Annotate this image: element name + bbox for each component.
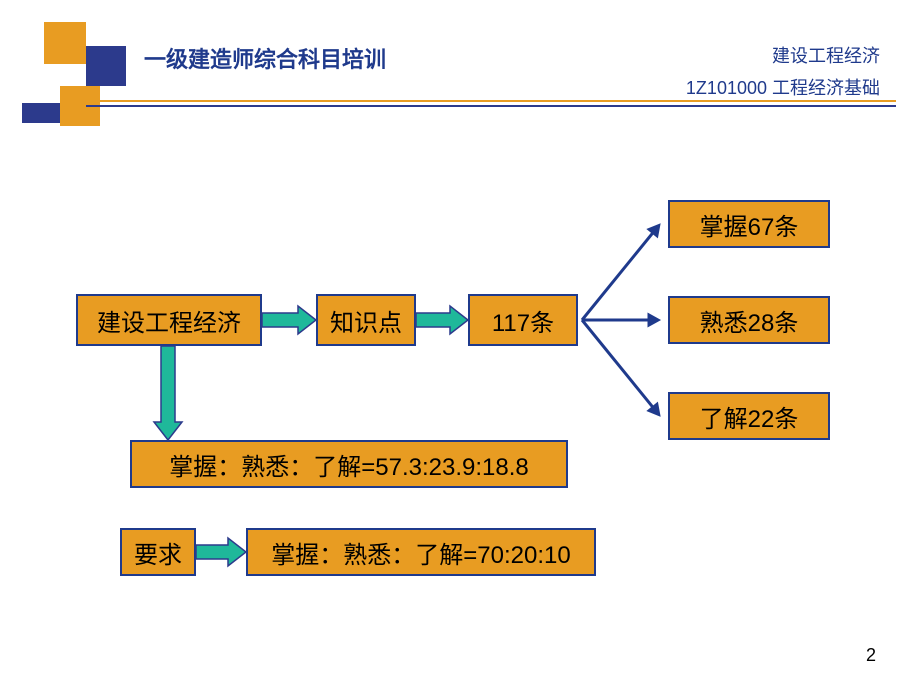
flow-node-count: 117条 [468,294,578,346]
flow-node-requirement-label: 要求 [120,528,196,576]
header-decor-orange-1 [44,22,86,64]
page-number: 2 [866,645,876,666]
flow-node-familiar: 熟悉28条 [668,296,830,344]
flow-node-master: 掌握67条 [668,200,830,248]
header-decor-blue-2 [22,103,60,123]
flow-node-knowledge: 知识点 [316,294,416,346]
flow-node-subject: 建设工程经济 [76,294,262,346]
flow-node-ratio-actual: 掌握：熟悉：了解=57.3:23.9:18.8 [130,440,568,488]
header-subject: 建设工程经济 [772,42,880,68]
header-rule-top [86,100,896,102]
header-decor-blue-1 [86,46,126,86]
header-chapter: 1Z101000 工程经济基础 [686,74,880,100]
flow-node-understand: 了解22条 [668,392,830,440]
header-rule-bottom [86,105,896,107]
flow-node-ratio-required: 掌握：熟悉：了解=70:20:10 [246,528,596,576]
page-title: 一级建造师综合科目培训 [144,42,386,74]
